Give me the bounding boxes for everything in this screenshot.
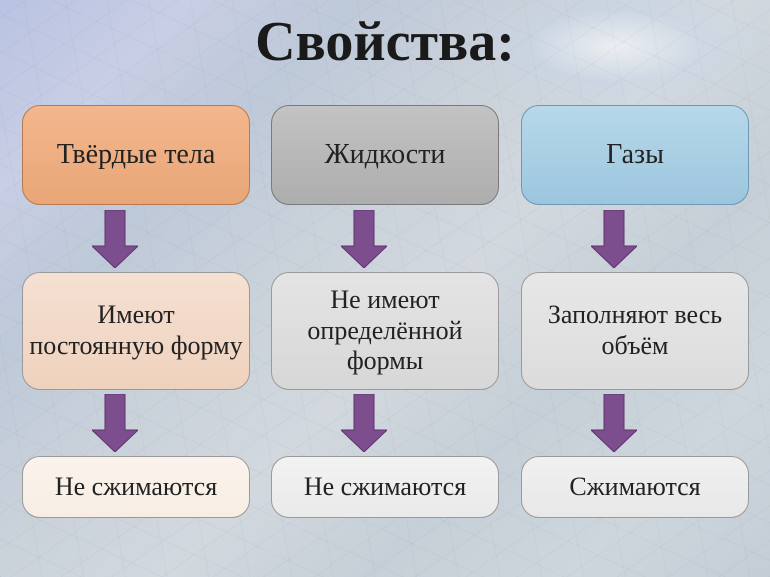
compressibility-box-solids: Не сжимаются (22, 456, 250, 518)
arrow-down-icon (341, 210, 387, 268)
arrow-down-icon (341, 394, 387, 452)
compressibility-label-solids: Не сжимаются (55, 472, 217, 503)
property-label-solids: Имеют постоянную форму (29, 300, 243, 361)
property-box-gases: Заполняют весь объём (521, 272, 749, 390)
compressibility-box-liquids: Не сжимаются (271, 456, 499, 518)
header-box-gases: Газы (521, 105, 749, 205)
page-title: Свойства: (0, 10, 770, 74)
property-box-solids: Имеют постоянную форму (22, 272, 250, 390)
diagram-stage: Свойства: Твёрдые тела Имеют постоянную ф… (0, 0, 770, 577)
property-label-gases: Заполняют весь объём (528, 300, 742, 361)
compressibility-label-liquids: Не сжимаются (304, 472, 466, 503)
header-label-gases: Газы (606, 138, 664, 171)
property-label-liquids: Не имеют определённой формы (278, 285, 492, 377)
header-box-solids: Твёрдые тела (22, 105, 250, 205)
property-box-liquids: Не имеют определённой формы (271, 272, 499, 390)
header-label-solids: Твёрдые тела (57, 138, 216, 171)
arrow-down-icon (591, 210, 637, 268)
compressibility-label-gases: Сжимаются (569, 472, 700, 503)
header-box-liquids: Жидкости (271, 105, 499, 205)
arrow-down-icon (92, 210, 138, 268)
arrow-down-icon (591, 394, 637, 452)
arrow-down-icon (92, 394, 138, 452)
compressibility-box-gases: Сжимаются (521, 456, 749, 518)
header-label-liquids: Жидкости (325, 138, 446, 171)
